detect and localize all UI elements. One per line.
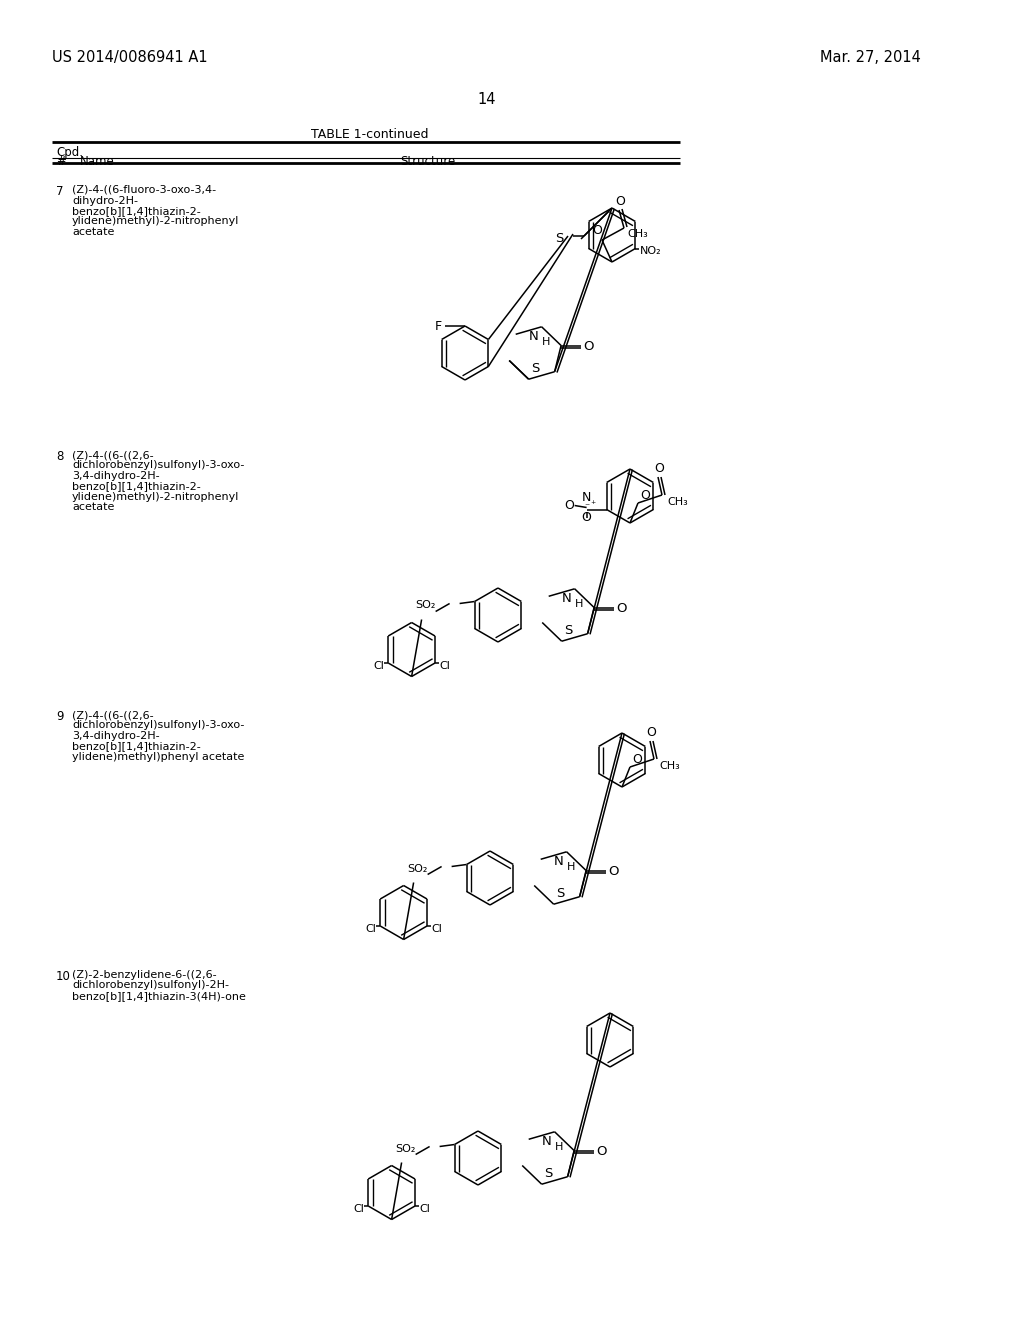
Text: Cl: Cl <box>353 1204 365 1214</box>
Text: 9: 9 <box>56 710 63 723</box>
Text: dichlorobenzyl)sulfonyl)-2H-: dichlorobenzyl)sulfonyl)-2H- <box>72 981 229 990</box>
Text: (Z)-4-((6-fluoro-3-oxo-3,4-: (Z)-4-((6-fluoro-3-oxo-3,4- <box>72 185 216 195</box>
Text: O: O <box>632 752 642 766</box>
Text: S: S <box>556 232 564 246</box>
Text: 7: 7 <box>56 185 63 198</box>
Text: S: S <box>556 887 564 900</box>
Text: benzo[b][1,4]thiazin-2-: benzo[b][1,4]thiazin-2- <box>72 742 201 751</box>
Text: SO₂: SO₂ <box>408 863 428 874</box>
Text: H: H <box>555 1142 563 1152</box>
Text: Cl: Cl <box>431 924 442 935</box>
Text: H: H <box>542 337 550 347</box>
Text: benzo[b][1,4]thiazin-3(4H)-one: benzo[b][1,4]thiazin-3(4H)-one <box>72 991 246 1001</box>
Text: N: N <box>582 491 591 504</box>
Text: H: H <box>574 599 583 609</box>
Text: 3,4-dihydro-2H-: 3,4-dihydro-2H- <box>72 731 160 741</box>
Text: O: O <box>583 341 594 352</box>
Text: F: F <box>435 321 442 334</box>
Text: Cl: Cl <box>366 924 376 935</box>
Text: acetate: acetate <box>72 503 115 512</box>
Text: CH₃: CH₃ <box>659 762 680 771</box>
Text: US 2014/0086941 A1: US 2014/0086941 A1 <box>52 50 208 65</box>
Text: CH₃: CH₃ <box>627 228 648 239</box>
Text: 8: 8 <box>56 450 63 463</box>
Text: dichlorobenzyl)sulfonyl)-3-oxo-: dichlorobenzyl)sulfonyl)-3-oxo- <box>72 721 245 730</box>
Text: dihydro-2H-: dihydro-2H- <box>72 195 138 206</box>
Text: ⁻: ⁻ <box>585 503 590 512</box>
Text: (Z)-2-benzylidene-6-((2,6-: (Z)-2-benzylidene-6-((2,6- <box>72 970 217 979</box>
Text: Cpd.: Cpd. <box>56 147 83 158</box>
Text: O: O <box>565 499 574 512</box>
Text: 3,4-dihydro-2H-: 3,4-dihydro-2H- <box>72 471 160 480</box>
Text: Structure: Structure <box>400 154 456 168</box>
Text: ylidene)methyl)-2-nitrophenyl: ylidene)methyl)-2-nitrophenyl <box>72 216 240 227</box>
Text: 10: 10 <box>56 970 71 983</box>
Text: N: N <box>554 855 563 867</box>
Text: 14: 14 <box>478 92 497 107</box>
Text: NO₂: NO₂ <box>639 247 662 256</box>
Text: O: O <box>616 602 627 615</box>
Text: S: S <box>544 1167 552 1180</box>
Text: S: S <box>563 624 572 638</box>
Text: ⁺: ⁺ <box>591 499 596 510</box>
Text: N: N <box>562 591 571 605</box>
Text: O: O <box>654 462 664 475</box>
Text: N: N <box>528 330 539 343</box>
Text: #: # <box>56 154 66 168</box>
Text: Cl: Cl <box>374 661 384 671</box>
Text: O: O <box>582 511 592 524</box>
Text: Cl: Cl <box>419 1204 430 1214</box>
Text: H: H <box>566 862 575 871</box>
Text: O: O <box>608 865 618 878</box>
Text: O: O <box>592 224 602 238</box>
Text: SO₂: SO₂ <box>416 601 435 610</box>
Text: Name: Name <box>80 154 115 168</box>
Text: Mar. 27, 2014: Mar. 27, 2014 <box>820 50 921 65</box>
Text: SO₂: SO₂ <box>395 1143 416 1154</box>
Text: S: S <box>530 362 539 375</box>
Text: O: O <box>615 195 625 209</box>
Text: O: O <box>646 726 656 739</box>
Text: CH₃: CH₃ <box>667 498 688 507</box>
Text: O: O <box>596 1144 606 1158</box>
Text: TABLE 1-continued: TABLE 1-continued <box>311 128 429 141</box>
Text: acetate: acetate <box>72 227 115 238</box>
Text: (Z)-4-((6-((2,6-: (Z)-4-((6-((2,6- <box>72 450 154 459</box>
Text: ylidene)methyl)-2-nitrophenyl: ylidene)methyl)-2-nitrophenyl <box>72 492 240 502</box>
Text: (Z)-4-((6-((2,6-: (Z)-4-((6-((2,6- <box>72 710 154 719</box>
Text: benzo[b][1,4]thiazin-2-: benzo[b][1,4]thiazin-2- <box>72 206 201 216</box>
Text: Cl: Cl <box>439 661 450 671</box>
Text: N: N <box>542 1135 552 1148</box>
Text: benzo[b][1,4]thiazin-2-: benzo[b][1,4]thiazin-2- <box>72 482 201 491</box>
Text: dichlorobenzyl)sulfonyl)-3-oxo-: dichlorobenzyl)sulfonyl)-3-oxo- <box>72 461 245 470</box>
Text: O: O <box>640 488 650 502</box>
Text: ylidene)methyl)phenyl acetate: ylidene)methyl)phenyl acetate <box>72 752 245 762</box>
